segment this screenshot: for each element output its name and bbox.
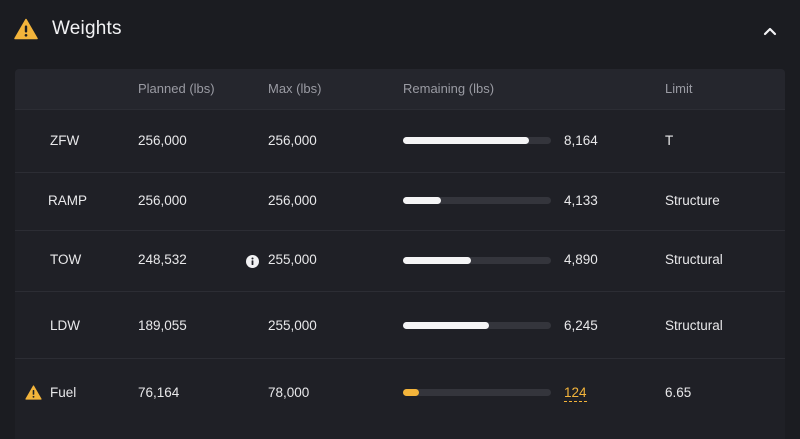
planned-value: 256,000 [138,133,187,148]
table-row: RAMP 256,000 256,000 4,133 Structure [15,172,785,231]
remaining-bar-fill [403,197,442,204]
remaining-bar-fill [403,322,489,329]
max-value: 256,000 [268,193,317,208]
remaining-value: 4,890 [564,252,598,267]
row-label: Fuel [50,385,77,400]
remaining-value: 4,133 [564,193,598,208]
remaining-bar-fill [403,257,472,264]
column-header-remaining: Remaining (lbs) [403,81,495,96]
max-value: 256,000 [268,133,317,148]
limit-value: T [665,133,674,148]
planned-value: 189,055 [138,318,187,333]
remaining-bar-fill [403,137,529,144]
chevron-up-icon [763,27,777,36]
remaining-bar [403,389,551,396]
collapse-button[interactable] [757,19,783,43]
remaining-value: 8,164 [564,133,598,148]
remaining-bar [403,257,551,264]
column-header-planned: Planned (lbs) [138,81,215,96]
remaining-value: 6,245 [564,318,598,333]
limit-value: Structural [665,318,723,333]
max-value: 255,000 [268,318,317,333]
column-header-limit: Limit [665,81,693,96]
planned-value: 256,000 [138,193,187,208]
warning-triangle-icon [25,385,42,400]
remaining-bar-fill [403,389,420,396]
remaining-bar [403,197,551,204]
limit-value: 6.65 [665,385,692,400]
row-label: ZFW [50,133,80,148]
remaining-value-warning[interactable]: 124 [564,385,587,402]
column-header-max: Max (lbs) [268,81,322,96]
warning-triangle-icon [14,18,38,40]
row-label: LDW [50,318,80,333]
table-header: Planned (lbs) Max (lbs) Remaining (lbs) … [15,69,785,109]
limit-value: Structure [665,193,720,208]
limit-value: Structural [665,252,723,267]
table-row: TOW 248,532 255,000 4,890 Structural [15,230,785,292]
max-value: 255,000 [268,252,317,267]
table-row: ZFW 256,000 256,000 8,164 T [15,109,785,173]
table-row: LDW 189,055 255,000 6,245 Structural [15,291,785,359]
planned-value: 76,164 [138,385,180,400]
planned-value: 248,532 [138,252,187,267]
weights-table: Planned (lbs) Max (lbs) Remaining (lbs) … [15,69,785,439]
info-icon[interactable] [246,255,259,268]
panel-title: Weights [52,18,122,39]
row-label: RAMP [48,193,88,208]
panel-header: Weights [0,0,800,62]
remaining-bar [403,322,551,329]
max-value: 78,000 [268,385,310,400]
row-label: TOW [50,252,82,267]
table-row: Fuel 76,164 78,000 124 6.65 [15,358,785,439]
remaining-bar [403,137,551,144]
